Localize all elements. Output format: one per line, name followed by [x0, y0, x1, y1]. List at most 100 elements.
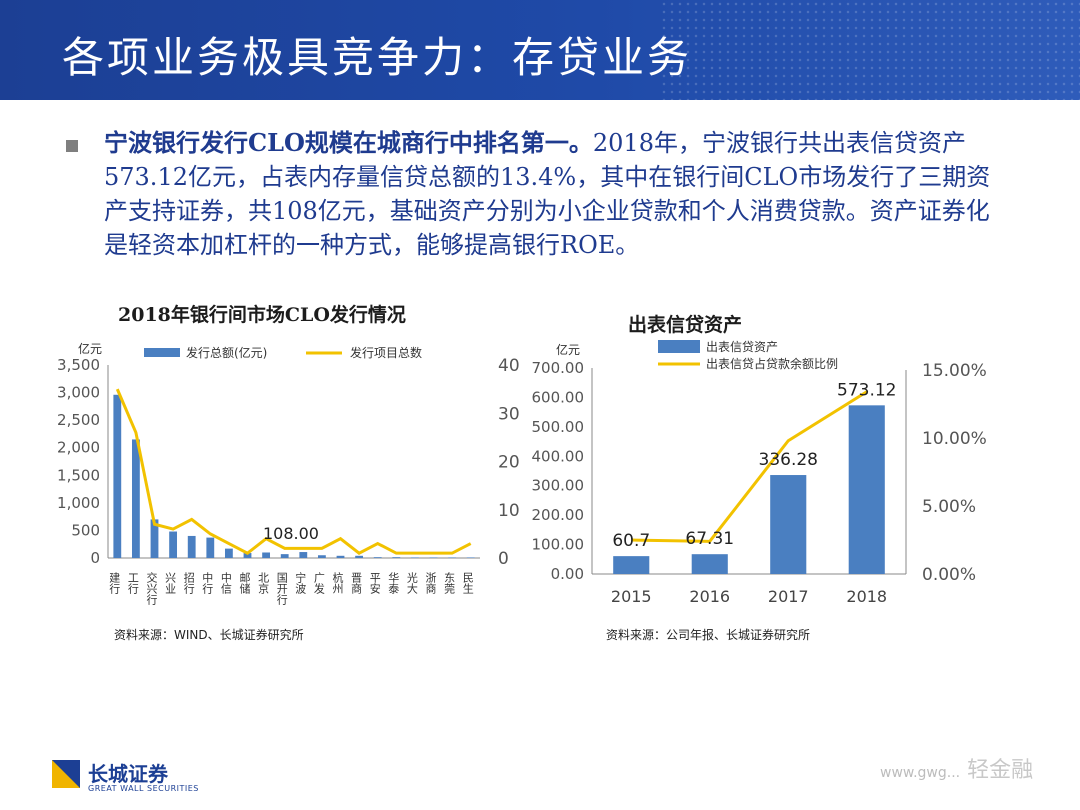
chart1-category-label: 华泰 [387, 571, 400, 594]
chart1-category-label: 民生 [461, 572, 474, 594]
chart1-bar [150, 519, 159, 558]
chart2-ratio-line [631, 390, 868, 543]
chart1-left-tick: 1,500 [57, 466, 100, 484]
chart1-legend-bar-swatch [144, 348, 180, 357]
chart1-category-label: 国开行 [275, 572, 288, 606]
chart2-value-label: 336.28 [759, 450, 818, 470]
chart1-bar [206, 537, 215, 558]
chart1-bar [113, 394, 122, 558]
chart2-left-tick: 100.00 [532, 536, 585, 554]
chart2-category-label: 2015 [611, 587, 652, 606]
chart1-bar [448, 557, 457, 558]
chart1-left-tick: 3,500 [57, 356, 100, 374]
chart1-bar [410, 557, 419, 558]
bullet-square-icon [66, 140, 78, 152]
chart1-annotation: 108.00 [263, 524, 319, 543]
chart2-bar [770, 475, 807, 574]
chart1-source: 资料来源：WIND、长城证券研究所 [114, 628, 304, 642]
chart2-category-label: 2017 [768, 587, 809, 606]
chart1-category-label: 宁波 [294, 571, 307, 595]
chart1-category-label: 工行 [126, 572, 139, 595]
chart1-title: 2018年银行间市场CLO发行情况 [118, 304, 406, 326]
chart1-bar [317, 555, 326, 558]
chart2-category-label: 2018 [846, 587, 887, 606]
chart1-bar [466, 557, 475, 558]
chart2-legend-bar-label: 出表信贷资产 [706, 340, 778, 354]
chart1-category-label: 中信 [219, 572, 232, 595]
chart2-value-label: 573.12 [837, 380, 896, 400]
chart1-left-tick: 1,000 [57, 494, 100, 512]
chart2-left-tick: 500.00 [532, 418, 585, 436]
chart2-value-label: 60.7 [612, 531, 650, 551]
chart2-bar [848, 405, 885, 574]
chart1-right-tick: 20 [498, 453, 520, 473]
chart1-left-tick: 0 [90, 549, 100, 567]
chart1-left-tick: 500 [71, 521, 100, 539]
logo-cn-text: 长城证券 [88, 762, 168, 786]
chart1-legend-line-label: 发行项目总数 [350, 345, 422, 360]
chart1-category-label: 浙商 [424, 572, 437, 595]
chart2-legend-bar-swatch [658, 340, 700, 353]
chart1-category-label: 兴业 [164, 572, 177, 594]
chart1-category-label: 广发 [312, 572, 325, 595]
bullet-paragraph: 宁波银行发行CLO规模在城商行中排名第一。2018年，宁波银行共出表信贷资产57… [104, 126, 1004, 262]
chart1-bar [262, 552, 271, 558]
chart1-category-label: 邮储 [238, 572, 251, 594]
bullet-body: 2018年，宁波银行共出表信贷资产573.12亿元，占表内存量信贷总额的13.4… [104, 129, 991, 259]
chart2-category-label: 2016 [689, 587, 730, 606]
chart2-source: 资料来源：公司年报、长城证券研究所 [606, 628, 811, 642]
title-bar: 各项业务极具竞争力：存贷业务 [0, 0, 1080, 100]
chart2-left-tick: 600.00 [532, 388, 585, 406]
chart1-bar [299, 552, 308, 558]
chart2-right-tick: 10.00% [922, 429, 987, 449]
chart2-legend-line-label: 出表信贷占贷款余额比例 [706, 356, 838, 371]
chart1-bar [336, 555, 345, 558]
watermark-url: www.gwg... [880, 765, 961, 781]
chart2-left-tick: 200.00 [532, 506, 585, 524]
chart2-y-unit: 亿元 [556, 342, 580, 357]
chart2-svg: 亿元 700.00 600.00 500.00 400.00 300.00 200.00 10… [532, 340, 987, 606]
watermark: www.gwg... 轻金融 [880, 752, 1033, 784]
chart1-category-label: 招行 [182, 571, 195, 595]
watermark-text: 轻金融 [967, 758, 1034, 783]
page-title: 各项业务极具竞争力：存贷业务 [62, 33, 693, 82]
chart1-right-tick: 10 [498, 501, 520, 521]
chart1-bar [429, 557, 438, 558]
chart1-category-label: 东莞 [443, 572, 456, 595]
logo-mark-icon [52, 760, 80, 788]
chart1-category-label: 晋商 [350, 572, 363, 595]
chart1-bar [243, 553, 252, 558]
chart2-left-tick: 400.00 [532, 447, 585, 465]
chart2-bar [613, 556, 650, 574]
bullet-bold-lead: 宁波银行发行CLO规模在城商行中排名第一。 [104, 128, 593, 157]
chart1-category-label: 北京 [257, 572, 270, 595]
chart1-category-label: 光大 [405, 571, 418, 594]
chart2-left-tick: 0.00 [551, 565, 584, 583]
chart1-right-tick: 30 [498, 404, 520, 424]
chart1-left-tick: 3,000 [57, 384, 100, 402]
chart1-bar [355, 555, 364, 558]
chart1-bar [224, 548, 233, 558]
chart1-left-tick: 2,000 [57, 439, 100, 457]
logo-en-text: GREAT WALL SECURITIES [88, 784, 199, 793]
chart1-legend-bar-label: 发行总额(亿元) [186, 345, 267, 360]
chart1-bar [169, 531, 178, 558]
chart1-category-label: 中行 [201, 572, 214, 595]
chart1-category-label: 平安 [368, 572, 381, 595]
chart1-y-unit: 亿元 [78, 341, 102, 356]
chart1-bar [131, 439, 140, 558]
chart1-svg: 亿元3,500 3,000 2,500 2,000 1,500 1,000 500 0 40 30… [57, 341, 520, 606]
chart1-left-tick: 2,500 [57, 411, 100, 429]
header-pattern [660, 0, 1080, 100]
chart2-right-tick: 5.00% [922, 497, 976, 517]
chart1-right-tick: 0 [498, 549, 509, 569]
chart2-value-label: 67.31 [685, 529, 734, 549]
chart1-bar [280, 554, 289, 558]
chart1-count-line [115, 388, 472, 555]
chart1-bar [187, 535, 196, 558]
chart2-left-tick: 300.00 [532, 477, 585, 495]
chart2-right-tick: 0.00% [922, 565, 976, 585]
chart2-bar [691, 554, 728, 574]
chart2-right-tick: 15.00% [922, 361, 987, 381]
chart1-category-label: 杭州 [331, 571, 344, 594]
